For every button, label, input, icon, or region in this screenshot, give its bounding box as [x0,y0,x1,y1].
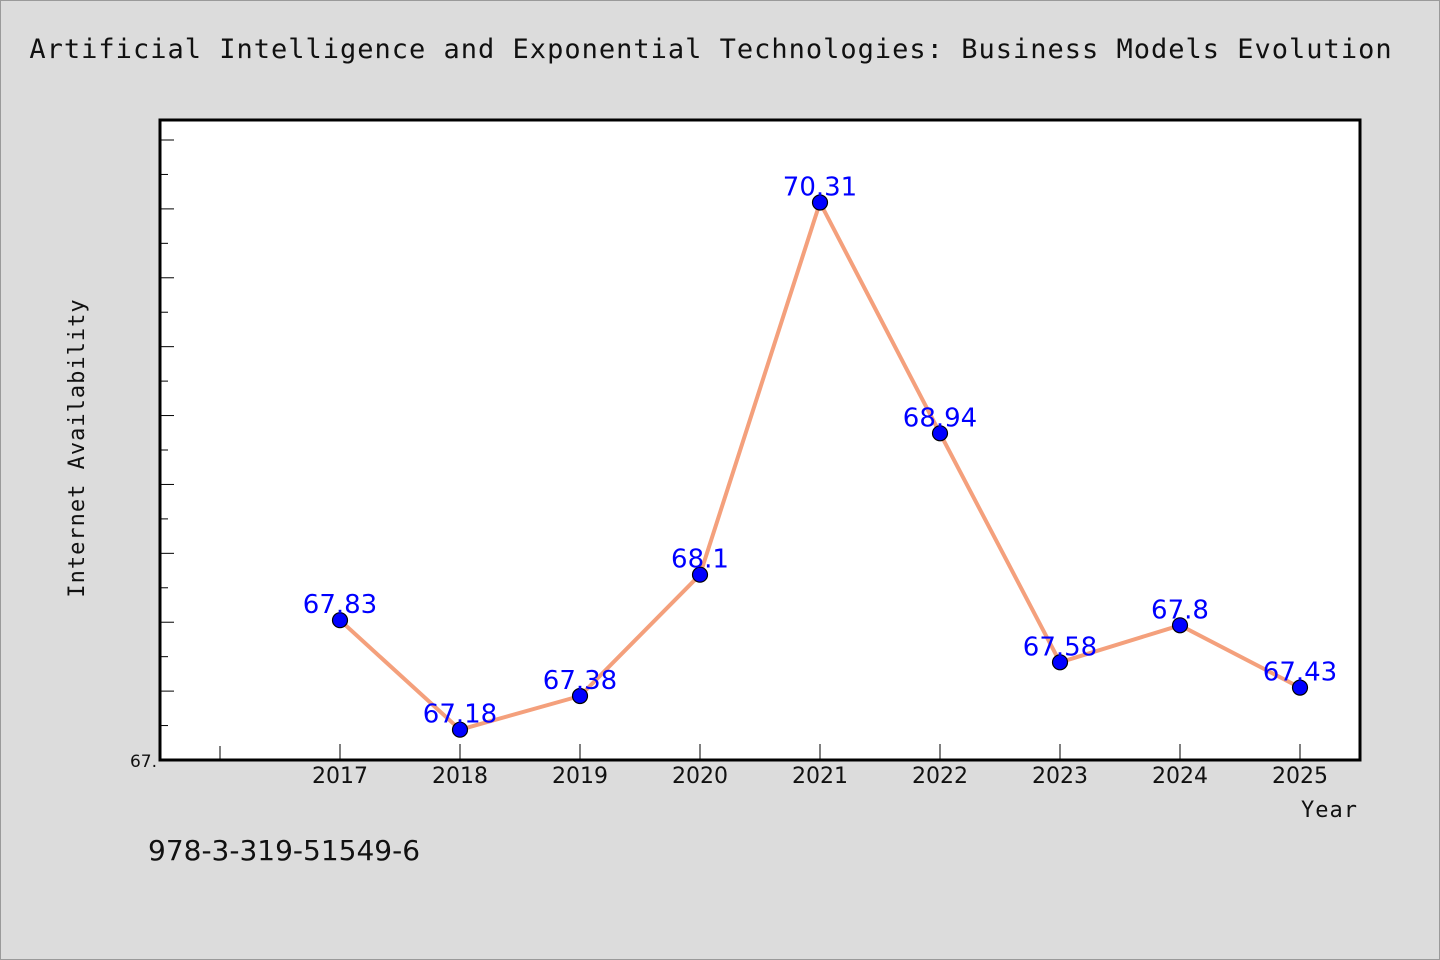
data-point [1171,617,1189,634]
x-tick-label: 2025 [1272,764,1328,789]
data-label: 68.94 [903,403,977,433]
data-label: 67.43 [1263,658,1337,688]
x-axis-label: Year [1301,798,1358,823]
x-tick-label: 2018 [432,764,488,789]
data-label: 67.38 [543,666,617,696]
y-min-tick-label: 67. [130,752,157,772]
data-point [931,425,949,442]
y-axis-label: Internet Availability [65,298,90,597]
data-label: 70.31 [783,173,857,203]
data-label: 67.8 [1151,595,1209,625]
series-markers [331,194,1309,738]
chart-title: Artificial Intelligence and Exponential … [29,34,1393,65]
data-point [571,687,589,705]
x-tick-label: 2020 [672,764,728,789]
x-axis-ticks [219,744,1301,760]
data-point [1291,679,1309,696]
data-label: 67.83 [303,590,377,620]
x-tick-label: 2017 [312,764,368,789]
data-point [331,612,349,629]
isbn-text: 978-3-319-51549-6 [148,834,421,867]
x-tick-label: 2022 [912,764,968,789]
data-point [451,721,469,738]
data-point [1051,654,1069,671]
data-point [811,194,829,211]
data-labels: 67.83 67.18 67.38 68.1 70.31 68.94 67.58 67.8 67… [303,173,1337,730]
data-label: 67.18 [423,700,497,730]
y-axis-ticks [160,139,174,761]
plot-area [158,118,1362,762]
x-tick-label: 2019 [552,764,608,789]
x-tick-label: 2024 [1152,764,1208,789]
data-label: 67.58 [1023,632,1097,662]
data-point [691,566,709,583]
x-axis-tick-labels: 2017 2018 2019 2020 2021 2022 2023 2024 2025 [312,764,1328,789]
data-label: 68.1 [671,545,729,575]
x-tick-label: 2021 [792,764,848,789]
x-tick-label: 2023 [1032,764,1088,789]
